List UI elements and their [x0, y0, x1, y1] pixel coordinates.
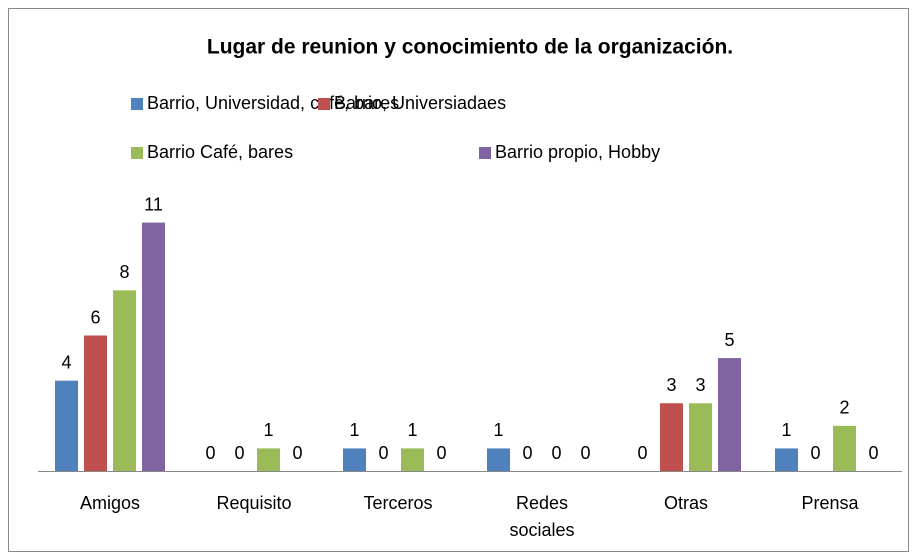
- value-label: 0: [234, 443, 244, 463]
- bar: [775, 448, 798, 471]
- bar: [401, 448, 424, 471]
- value-label: 0: [436, 443, 446, 463]
- value-label: 0: [522, 443, 532, 463]
- bar: [113, 290, 136, 471]
- x-tick-label: Redes sociales: [509, 493, 574, 540]
- value-label: 11: [144, 194, 163, 214]
- value-label: 0: [810, 443, 820, 463]
- bar: [718, 358, 741, 471]
- legend-label: Barrio, Universiadaes: [334, 93, 506, 113]
- bar: [257, 448, 280, 471]
- value-label: 1: [407, 420, 417, 440]
- value-label: 2: [839, 398, 849, 418]
- value-label: 0: [637, 443, 647, 463]
- bar: [142, 222, 165, 471]
- x-tick-label: Otras: [664, 493, 708, 513]
- x-tick-label: Amigos: [80, 493, 140, 513]
- bar: [84, 335, 107, 471]
- bar: [660, 403, 683, 471]
- legend-swatch: [131, 147, 143, 159]
- value-label: 8: [119, 262, 129, 282]
- value-label: 1: [349, 420, 359, 440]
- bar: [343, 448, 366, 471]
- value-label: 0: [205, 443, 215, 463]
- x-tick-label: Prensa: [801, 493, 859, 513]
- value-label: 5: [724, 330, 734, 350]
- bar: [487, 448, 510, 471]
- bar: [55, 380, 78, 471]
- legend-swatch: [131, 98, 143, 110]
- legend-swatch: [479, 147, 491, 159]
- x-tick-label: Requisito: [216, 493, 291, 513]
- bar: [689, 403, 712, 471]
- value-label: 0: [378, 443, 388, 463]
- value-label: 1: [263, 420, 273, 440]
- bar: [833, 425, 856, 471]
- value-label: 1: [493, 420, 503, 440]
- legend-label: Barrio Café, bares: [147, 142, 293, 162]
- value-label: 6: [90, 307, 100, 327]
- legend-swatch: [318, 98, 330, 110]
- x-tick-label: Terceros: [363, 493, 432, 513]
- value-label: 0: [551, 443, 561, 463]
- legend-label: Barrio propio, Hobby: [495, 142, 660, 162]
- value-label: 0: [868, 443, 878, 463]
- chart-title: Lugar de reunion y conocimiento de la or…: [207, 36, 733, 59]
- value-label: 4: [61, 352, 71, 372]
- value-label: 1: [781, 420, 791, 440]
- legend-label: Barrio, Universidad, café, bares: [147, 93, 399, 113]
- value-label: 0: [580, 443, 590, 463]
- value-label: 3: [695, 375, 705, 395]
- value-label: 0: [292, 443, 302, 463]
- value-label: 3: [666, 375, 676, 395]
